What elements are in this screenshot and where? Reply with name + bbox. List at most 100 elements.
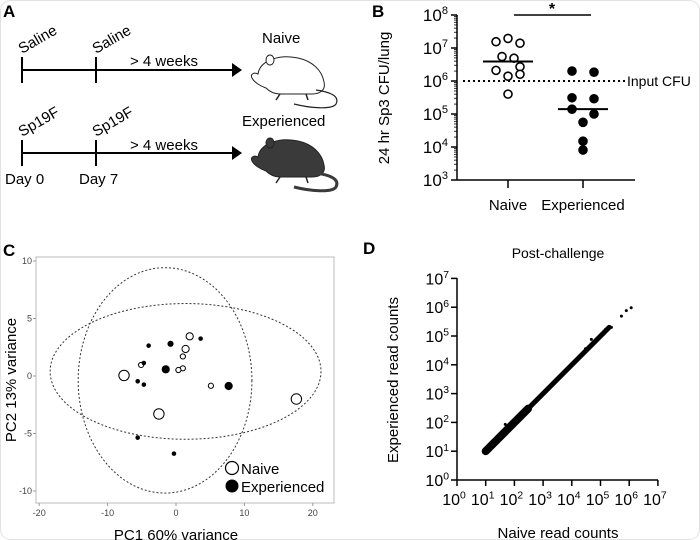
naive-mouse-icon (251, 54, 338, 109)
mouse-tail (293, 89, 338, 109)
y-tick-label: 0 (27, 371, 32, 381)
data-point-experienced (141, 360, 147, 366)
data-point-experienced (589, 109, 599, 119)
data-point-experienced (167, 340, 174, 347)
x-tick-label: 106 (614, 491, 638, 509)
data-point-experienced (161, 365, 170, 374)
x-tick-label: Naive (489, 197, 527, 214)
data-point-experienced (198, 336, 203, 341)
data-point-experienced (141, 382, 147, 387)
x-tick-label: -20 (33, 508, 46, 518)
data-point (486, 448, 490, 452)
outcome-label: Experienced (242, 113, 325, 130)
data-point-naive (491, 36, 501, 47)
y-tick-label: -5 (24, 429, 32, 439)
mouse-feet (275, 93, 309, 101)
data-point-naive (181, 344, 190, 354)
data-point-experienced (567, 66, 577, 76)
y-tick-label: 102 (425, 414, 449, 432)
arrowhead-icon (232, 146, 242, 160)
x-tick-label: 102 (500, 491, 524, 509)
data-point (489, 442, 493, 446)
mouse-ear (265, 137, 275, 149)
mouse-feet (275, 176, 309, 184)
y-tick-label: 100 (425, 472, 449, 490)
data-point-naive (153, 408, 165, 420)
outcome-label: Naive (262, 30, 300, 47)
y-tick-label: 10 (22, 256, 32, 266)
y-axis-label: PC2 13% variance (3, 318, 20, 442)
y-tick-label: 103 (423, 170, 448, 190)
panel-c: C PC2 13% variance PC1 60% variance Naiv… (3, 241, 335, 540)
y-tick-label: 108 (423, 5, 448, 25)
duration-label: > 4 weeks (130, 53, 198, 70)
x-tick-label: 10 (239, 508, 249, 518)
y-axis-label: 24 hr Sp3 CFU/lung (376, 32, 393, 165)
panel-d: D Post-challenge Experienced read counts… (363, 239, 667, 540)
day-label: Day 0 (5, 171, 44, 188)
experienced-mouse-icon (251, 137, 339, 193)
legend-marker-naive (224, 460, 240, 476)
y-tick-label: 105 (425, 328, 449, 346)
data-point-experienced (224, 381, 233, 391)
y-tick-label: 105 (423, 104, 448, 124)
data-point-experienced (589, 67, 599, 77)
data-point-naive (175, 366, 182, 374)
data-point-naive (503, 71, 513, 81)
panel-label-a: A (3, 2, 15, 21)
data-point (619, 314, 623, 318)
x-tick-label: 105 (586, 491, 610, 509)
x-tick-label: -10 (101, 508, 114, 518)
data-point-experienced (578, 117, 588, 128)
data-point (629, 306, 633, 310)
data-point-experienced (146, 343, 151, 348)
y-tick-label: 104 (425, 356, 449, 374)
data-point-naive (118, 369, 130, 382)
mouse-tail (293, 171, 339, 193)
data-point-naive (515, 38, 525, 48)
legend-label-experienced: Experienced (241, 479, 324, 496)
mouse-body (251, 56, 325, 95)
panel-label-c: C (3, 241, 15, 260)
y-tick-label: 5 (27, 314, 32, 324)
mouse-ear (265, 54, 275, 66)
x-tick-label: 100 (442, 491, 466, 509)
data-point-naive (503, 89, 513, 99)
data-point (589, 337, 593, 341)
x-tick-label: 103 (528, 491, 552, 509)
x-tick-label: 20 (308, 508, 318, 518)
x-tick-label: 0 (173, 508, 178, 518)
data-point-experienced (171, 451, 177, 456)
x-tick-label: Experienced (541, 197, 624, 214)
data-point-naive (179, 353, 186, 360)
y-tick-label: 104 (423, 137, 448, 157)
y-tick-label: 103 (425, 385, 449, 403)
data-point-naive (207, 382, 214, 389)
data-point-experienced (578, 136, 588, 146)
data-point-experienced (135, 378, 140, 384)
x-axis-label: Naive read counts (498, 525, 619, 540)
confidence-ellipse (49, 303, 322, 440)
data-point (503, 422, 507, 426)
panel-label-d: D (363, 239, 375, 258)
x-tick-label: 104 (557, 491, 581, 509)
legend: Naive Experienced (224, 460, 324, 496)
arrowhead-icon (232, 63, 242, 77)
legend-label-naive: Naive (241, 461, 279, 478)
data-point-naive (503, 33, 513, 44)
y-tick-label: 107 (423, 38, 448, 58)
legend-marker-experienced (225, 479, 239, 493)
data-point-experienced (578, 145, 588, 155)
panel-b: B 24 hr Sp3 CFU/lung 103 104 105 106 107 108 N… (372, 1, 691, 214)
duration-label: > 4 weeks (130, 137, 198, 154)
data-point-naive (185, 332, 194, 341)
data-point-naive (515, 69, 525, 80)
y-axis-label: Experienced read counts (385, 297, 402, 463)
data-point (624, 309, 628, 313)
y-tick-label: -10 (19, 486, 32, 496)
panel-label-b: B (372, 2, 384, 21)
y-tick-label: 107 (425, 270, 449, 288)
data-point-experienced (589, 93, 599, 104)
data-point-naive (290, 393, 303, 405)
